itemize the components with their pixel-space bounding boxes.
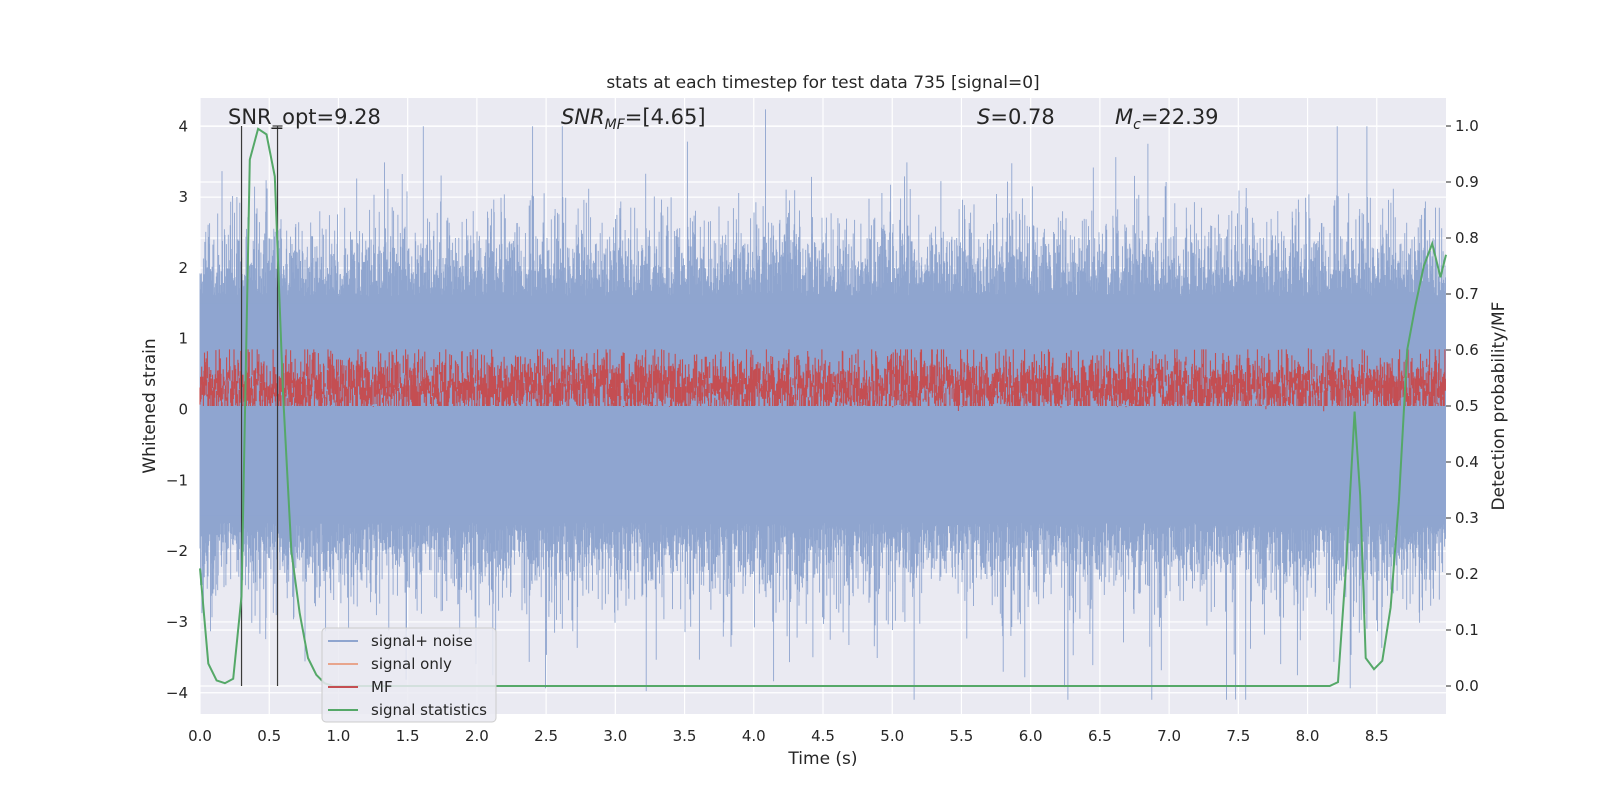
- y-right-tick-label: 0.5: [1455, 397, 1479, 415]
- y-right-tick-label: 0.1: [1455, 621, 1479, 639]
- y-right-tick-label: 0.2: [1455, 565, 1479, 583]
- x-tick-label: 1.0: [327, 727, 351, 745]
- annotation-snr-opt: SNR_opt=9.28: [228, 105, 381, 130]
- x-tick-label: 7.0: [1157, 727, 1181, 745]
- x-tick-label: 8.5: [1365, 727, 1389, 745]
- x-tick-label: 2.0: [465, 727, 489, 745]
- y-axis-label-right: Detection probability/MF: [1489, 302, 1509, 511]
- x-tick-label: 8.0: [1296, 727, 1320, 745]
- y-left-tick-label: −3: [166, 613, 188, 631]
- y-right-tick-label: 0.0: [1455, 677, 1479, 695]
- x-axis-label: Time (s): [787, 749, 857, 769]
- y-right-tick-label: 0.6: [1455, 341, 1479, 359]
- legend-label-mf: MF: [371, 678, 393, 696]
- tick-layer: 0.0 0.5 1.0 1.5 2.0 2.5 3.0 3.5 4.0 4.5 5.0 5.5 6.0 6…: [166, 117, 1479, 745]
- x-tick-label: 4.0: [742, 727, 766, 745]
- stat-layer: [199, 127, 1447, 687]
- annotation-mc-base: M: [1115, 105, 1133, 129]
- y-left-tick-label: −1: [166, 471, 188, 489]
- annotation-mc-value: =22.39: [1141, 105, 1219, 129]
- y-left-tick-label: 1: [178, 330, 188, 348]
- legend-label-signal-statistics: signal statistics: [371, 701, 487, 719]
- annotation-snr-mf-base: SNR: [561, 105, 605, 129]
- y-right-tick-label: 0.4: [1455, 453, 1479, 471]
- annotation-s-value: =0.78: [990, 105, 1054, 129]
- y-left-tick-label: −4: [166, 684, 188, 702]
- series-signal-noise-core: [200, 303, 1446, 516]
- x-tick-label: 2.5: [534, 727, 558, 745]
- y-left-tick-label: 2: [178, 259, 188, 277]
- x-tick-label: 5.0: [880, 727, 904, 745]
- annotation-snr-mf-value: =[4.65]: [625, 105, 706, 129]
- annotation-snr-mf-sub: MF: [605, 117, 626, 133]
- y-left-tick-label: 0: [178, 401, 188, 419]
- annotation-mc: Mc=22.39: [1115, 105, 1219, 133]
- x-tick-label: 6.0: [1019, 727, 1043, 745]
- x-tick-label: 0.0: [188, 727, 212, 745]
- annotation-snr-mf: SNRMF=[4.65]: [561, 105, 706, 133]
- y-left-tick-label: 3: [178, 188, 188, 206]
- x-tick-label: 3.0: [603, 727, 627, 745]
- y-left-tick-label: −2: [166, 542, 188, 560]
- series-signal-statistics: [199, 127, 1447, 687]
- x-tick-label: 5.5: [950, 727, 974, 745]
- y-right-tick-label: 0.7: [1455, 285, 1479, 303]
- x-tick-label: 7.5: [1226, 727, 1250, 745]
- annotation-s-base: S: [977, 105, 990, 129]
- y-axis-label-left: Whitened strain: [140, 338, 160, 473]
- y-right-tick-label: 0.3: [1455, 509, 1479, 527]
- x-tick-label: 1.5: [396, 727, 420, 745]
- legend-label-signal-only: signal only: [371, 655, 452, 673]
- y-right-tick-label: 0.9: [1455, 173, 1479, 191]
- x-tick-label: 4.5: [811, 727, 835, 745]
- y-right-tick-label: 0.8: [1455, 229, 1479, 247]
- series-mf: [199, 348, 1446, 412]
- x-tick-label: 3.5: [673, 727, 697, 745]
- legend: signal+ noise signal only MF signal stat…: [321, 627, 497, 723]
- x-tick-label: 6.5: [1088, 727, 1112, 745]
- annotation-s: S=0.78: [977, 105, 1055, 129]
- y-left-tick-label: 4: [178, 117, 188, 135]
- annotation-mc-sub: c: [1133, 117, 1141, 133]
- x-tick-label: 0.5: [257, 727, 281, 745]
- legend-box: [321, 627, 497, 723]
- legend-label-signal-noise: signal+ noise: [371, 632, 473, 650]
- noise-layer: [199, 109, 1446, 700]
- y-right-tick-label: 1.0: [1455, 117, 1479, 135]
- chart-title: stats at each timestep for test data 735…: [606, 73, 1039, 93]
- mf-layer: [199, 348, 1446, 412]
